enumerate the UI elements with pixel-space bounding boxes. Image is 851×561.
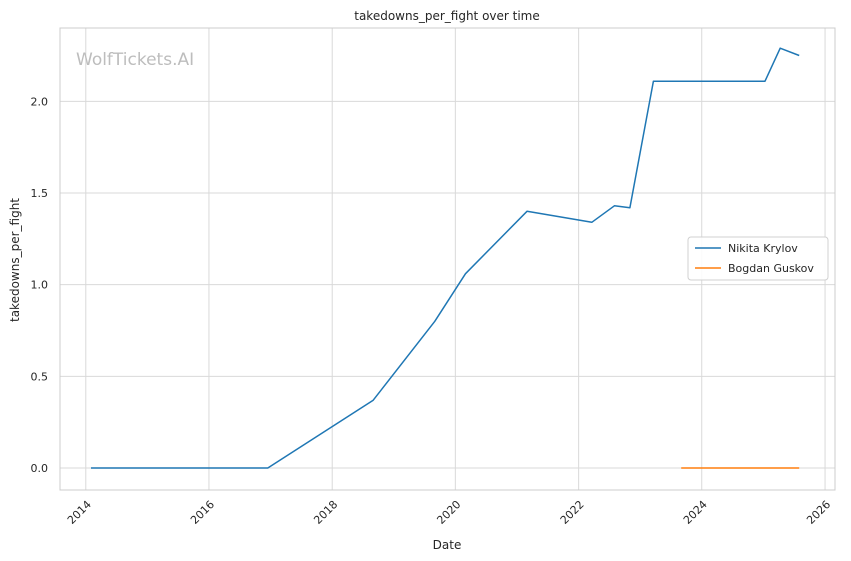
y-tick-label: 1.0	[31, 279, 49, 292]
chart-title: takedowns_per_fight over time	[354, 9, 540, 23]
y-axis-tick-labels: 0.0 0.5 1.0 1.5 2.0	[31, 95, 49, 475]
y-axis-label: takedowns_per_fight	[8, 198, 22, 322]
series-line-nikita-krylov	[91, 47, 800, 469]
legend: Nikita Krylov Bogdan Guskov	[687, 236, 829, 281]
series-lines	[91, 47, 800, 469]
plot-area-frame	[59, 27, 836, 491]
legend-label-bogdan-guskov: Bogdan Guskov	[728, 262, 814, 275]
legend-label-nikita-krylov: Nikita Krylov	[728, 242, 798, 255]
y-tick-label: 0.0	[31, 462, 49, 475]
y-tick-label: 1.5	[31, 187, 49, 200]
x-axis-label: Date	[433, 538, 462, 552]
y-tick-label: 0.5	[31, 370, 49, 383]
legend-box	[687, 236, 829, 281]
y-tick-label: 2.0	[31, 95, 49, 108]
watermark-text: WolfTickets.AI	[76, 50, 194, 70]
